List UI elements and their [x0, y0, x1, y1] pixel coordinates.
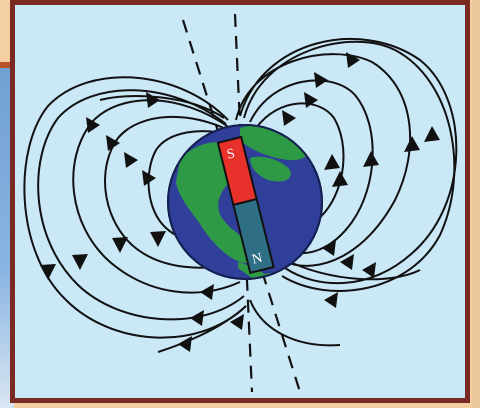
field-lines	[23, 38, 458, 353]
field-line-right-6	[285, 259, 421, 281]
field-arrows	[40, 52, 440, 352]
arrow-icon	[324, 292, 338, 308]
arrow-icon	[146, 92, 160, 108]
north-pole-label: N	[251, 251, 264, 268]
arrow-icon	[230, 314, 244, 330]
arrow-icon	[363, 151, 379, 167]
arrow-icon	[72, 254, 88, 270]
magnet-north-pole	[232, 197, 275, 275]
arrow-icon	[314, 72, 328, 88]
arrow-icon	[112, 237, 128, 253]
arrow-icon	[346, 52, 360, 68]
arrow-icon	[106, 135, 120, 151]
field-line-right-2	[239, 38, 458, 285]
south-pole-label: S	[225, 146, 236, 162]
field-line-left-2	[37, 89, 245, 321]
bar-magnet: S N	[216, 135, 275, 275]
field-line-left-6	[99, 95, 225, 119]
field-line-right-1	[235, 53, 412, 267]
arrow-icon	[40, 264, 56, 280]
arrow-icon	[190, 310, 204, 326]
field-line-bottom-1	[249, 299, 341, 347]
arrow-icon	[404, 136, 420, 152]
field-line-left-7	[157, 305, 247, 353]
arrow-icon	[142, 170, 156, 186]
arrow-icon	[124, 152, 138, 168]
arrow-icon	[324, 154, 340, 170]
arrow-icon	[200, 284, 214, 300]
magnetic-axis-line	[233, 13, 254, 393]
background-strip-accent	[0, 62, 14, 68]
arrow-icon	[150, 231, 166, 247]
central-america-landmass	[238, 262, 276, 279]
field-line-left-5	[23, 76, 247, 339]
field-line-right-5	[243, 40, 456, 292]
arrow-icon	[362, 262, 376, 278]
axis-dashed-lines	[181, 13, 302, 393]
arrow-icon	[86, 117, 100, 133]
arrow-icon	[322, 240, 336, 256]
arrow-icon	[178, 336, 192, 352]
background-strip-right	[472, 0, 480, 408]
canada-islands	[250, 156, 291, 182]
arrow-icon	[332, 171, 348, 187]
field-line-left-3	[104, 115, 239, 269]
arrow-icon	[424, 126, 440, 142]
arrow-icon	[304, 92, 318, 108]
arrow-icon	[282, 110, 296, 126]
arrow-icon	[340, 254, 354, 270]
